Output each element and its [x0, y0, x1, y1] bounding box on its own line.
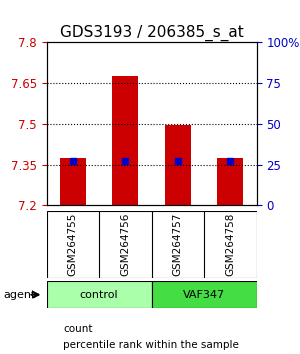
Bar [165, 125, 191, 205]
Text: GSM264758: GSM264758 [225, 212, 235, 276]
Text: GSM264756: GSM264756 [120, 212, 130, 276]
Text: count: count [63, 324, 92, 334]
Title: GDS3193 / 206385_s_at: GDS3193 / 206385_s_at [60, 25, 243, 41]
FancyBboxPatch shape [46, 281, 152, 308]
Bar [217, 158, 243, 205]
FancyBboxPatch shape [152, 281, 256, 308]
Text: control: control [80, 290, 118, 300]
Text: agent: agent [3, 290, 35, 300]
Text: percentile rank within the sample: percentile rank within the sample [63, 340, 239, 350]
Text: GSM264755: GSM264755 [68, 212, 78, 276]
Text: VAF347: VAF347 [183, 290, 225, 300]
Text: GSM264757: GSM264757 [173, 212, 183, 276]
Bar [60, 158, 86, 205]
Bar [112, 76, 138, 205]
